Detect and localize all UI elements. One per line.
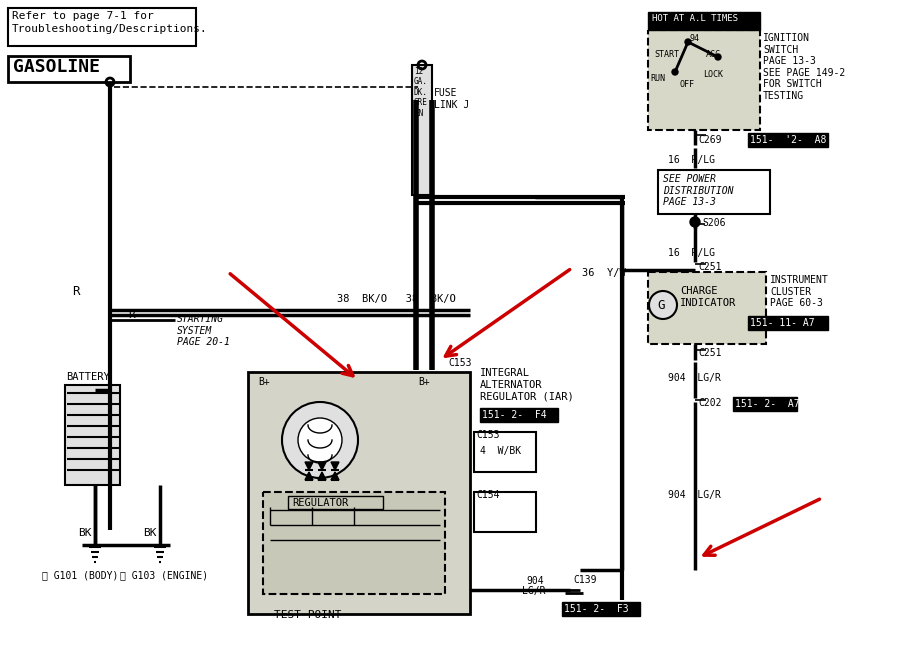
Text: B+: B+ <box>258 377 269 387</box>
Text: REGULATOR: REGULATOR <box>292 498 348 508</box>
Bar <box>65 385 120 485</box>
Text: 151- 2-  F3: 151- 2- F3 <box>564 604 628 614</box>
Text: 12
GA.
DK.
GRE
EN: 12 GA. DK. GRE EN <box>414 67 428 118</box>
Text: HOT AT A.L TIMES: HOT AT A.L TIMES <box>652 14 738 23</box>
Text: 16  R/LG: 16 R/LG <box>668 155 715 165</box>
Bar <box>8 8 196 46</box>
Text: C251: C251 <box>698 348 722 358</box>
Text: STARTING
SYSTEM
PAGE 20-1: STARTING SYSTEM PAGE 20-1 <box>177 314 230 347</box>
Text: FUSE
LINK J: FUSE LINK J <box>434 88 469 109</box>
Text: ⏚ G103 (ENGINE): ⏚ G103 (ENGINE) <box>120 570 208 580</box>
Circle shape <box>672 69 678 75</box>
Text: 4  W/BK: 4 W/BK <box>480 446 521 456</box>
Bar <box>474 432 536 472</box>
Text: BATTERY: BATTERY <box>66 372 110 382</box>
Text: C251: C251 <box>698 262 722 272</box>
Polygon shape <box>318 472 326 480</box>
Circle shape <box>298 418 342 462</box>
Bar <box>648 12 760 30</box>
Text: 151- 11- A7: 151- 11- A7 <box>750 318 814 328</box>
Text: RUN: RUN <box>650 74 665 83</box>
Text: LG/R: LG/R <box>522 586 546 596</box>
Polygon shape <box>305 472 313 480</box>
Text: R: R <box>128 310 135 320</box>
Text: SEE POWER
DISTRIBUTION
PAGE 13-3: SEE POWER DISTRIBUTION PAGE 13-3 <box>663 174 734 207</box>
Polygon shape <box>318 462 326 470</box>
Text: IGNITION
SWITCH
PAGE 13-3
SEE PAGE 149-2
FOR SWITCH
TESTING: IGNITION SWITCH PAGE 13-3 SEE PAGE 149-2… <box>763 33 845 101</box>
Text: 904: 904 <box>526 576 543 586</box>
Text: INTEGRAL
ALTERNATOR
REGULATOR (IAR): INTEGRAL ALTERNATOR REGULATOR (IAR) <box>480 368 573 402</box>
Text: 38  BK/O   38  BK/O: 38 BK/O 38 BK/O <box>337 294 456 304</box>
Bar <box>263 492 445 594</box>
Circle shape <box>685 39 691 45</box>
Text: C154: C154 <box>476 490 499 500</box>
Text: ⏚ G101 (BODY): ⏚ G101 (BODY) <box>42 570 118 580</box>
Bar <box>748 133 828 147</box>
Polygon shape <box>331 462 339 470</box>
Bar <box>248 372 470 614</box>
Bar <box>8 56 130 82</box>
Polygon shape <box>305 462 313 470</box>
Text: G: G <box>657 299 664 312</box>
Circle shape <box>690 217 700 227</box>
Bar <box>562 602 640 616</box>
Text: BK: BK <box>78 528 92 538</box>
Bar <box>748 316 828 330</box>
Text: 151- 2-  A7: 151- 2- A7 <box>735 399 800 409</box>
Text: S206: S206 <box>702 218 725 228</box>
Text: INSTRUMENT
CLUSTER
PAGE 60-3: INSTRUMENT CLUSTER PAGE 60-3 <box>770 275 829 309</box>
Text: OFF: OFF <box>680 80 695 89</box>
Bar <box>288 496 383 509</box>
Bar <box>658 170 770 214</box>
Circle shape <box>649 291 677 319</box>
Text: LOCK: LOCK <box>703 70 723 79</box>
Text: C153: C153 <box>476 430 499 440</box>
Text: 94: 94 <box>690 34 700 43</box>
Polygon shape <box>331 472 339 480</box>
Text: START: START <box>654 50 679 59</box>
Text: 151- 2-  F4: 151- 2- F4 <box>482 410 547 420</box>
Text: 904  LG/R: 904 LG/R <box>668 490 721 500</box>
Circle shape <box>282 402 358 478</box>
Text: C139: C139 <box>573 575 596 585</box>
Text: 36  Y/W: 36 Y/W <box>582 268 626 278</box>
Bar <box>648 30 760 130</box>
Text: 16  R/LG: 16 R/LG <box>668 248 715 258</box>
Text: GASOLINE: GASOLINE <box>13 58 100 76</box>
Bar <box>480 408 558 422</box>
Text: C153: C153 <box>448 358 472 368</box>
Bar <box>474 492 536 532</box>
Bar <box>733 397 797 411</box>
Text: 904  LG/R: 904 LG/R <box>668 373 721 383</box>
Bar <box>648 272 766 344</box>
Text: B+: B+ <box>418 377 430 387</box>
Text: C202: C202 <box>698 398 722 408</box>
Bar <box>412 65 432 195</box>
Text: CHARGE
INDICATOR: CHARGE INDICATOR <box>680 286 736 308</box>
Text: 151-  '2-  A8: 151- '2- A8 <box>750 135 826 145</box>
Text: TEST POINT: TEST POINT <box>274 610 342 620</box>
Text: R: R <box>72 285 80 298</box>
Circle shape <box>715 54 721 60</box>
Text: C269: C269 <box>698 135 722 145</box>
Text: Refer to page 7-1 for: Refer to page 7-1 for <box>12 11 154 21</box>
Text: BK: BK <box>143 528 157 538</box>
Text: Troubleshooting/Descriptions.: Troubleshooting/Descriptions. <box>12 24 208 34</box>
Text: ACC: ACC <box>706 50 721 59</box>
